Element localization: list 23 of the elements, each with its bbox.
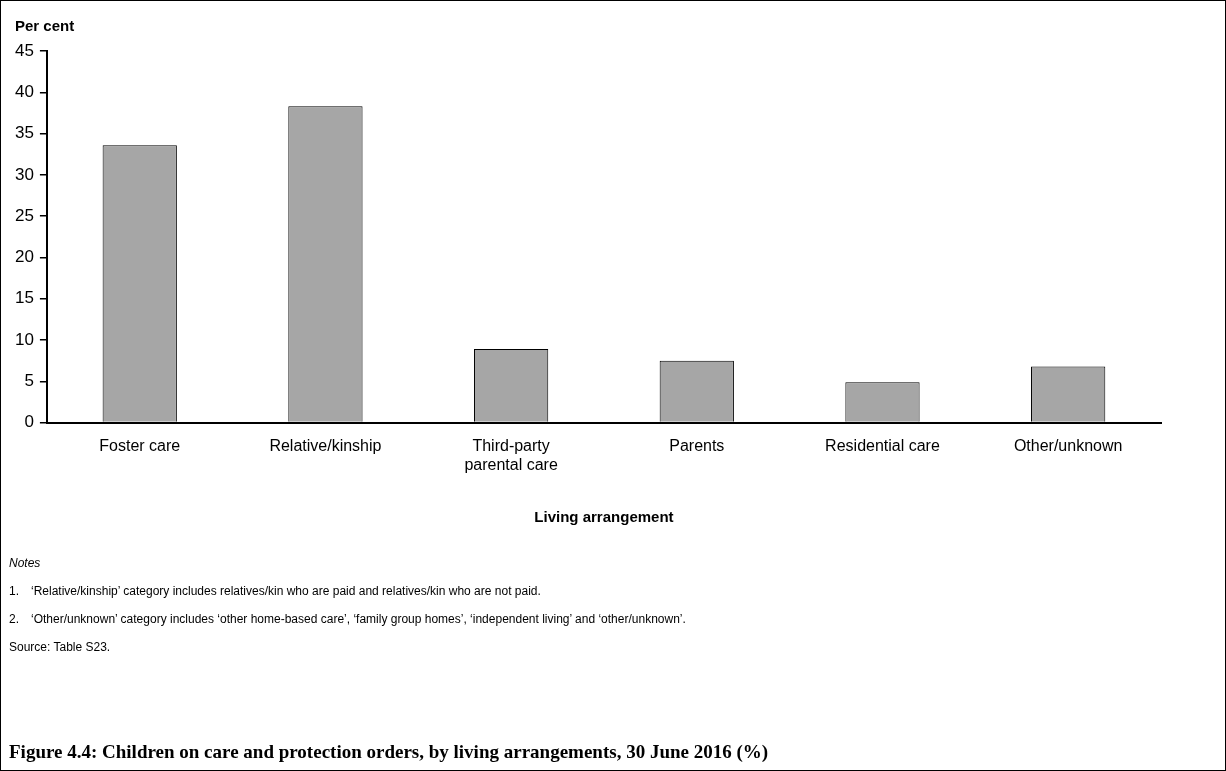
y-tick-label: 10 [14, 329, 34, 349]
text: Notes [9, 556, 42, 570]
x-tick-label: Relative/kinship [269, 436, 382, 454]
y-tick-label: 30 [14, 164, 34, 184]
y-tick-label: 40 [14, 81, 34, 101]
y-tick-label: 25 [14, 205, 34, 225]
y-axis-title: Per cent [15, 17, 75, 34]
text: Figure 4.4: Children on care and protection orders, by living arrangements, 30 June 2016 (%) [9, 741, 769, 763]
x-tick-label: Other/unknown [1013, 436, 1123, 454]
y-tick-label: 15 [14, 288, 34, 308]
source-note: Source: Table S23. [9, 640, 112, 654]
text: 1. ‘Relative/kinship’ category includes relatives/kin who are paid and relatives/kin who are not paid. [9, 584, 542, 598]
x-tick-label: Parents [669, 436, 725, 454]
x-tick-label: Third-party parental care [464, 436, 558, 473]
text: 2. ‘Other/unknown’ category includes ‘other home-based care’, ‘family group homes’, ‘independent living’ and ‘other/unknown’. [9, 612, 687, 626]
x-tick-label: Residential care [825, 436, 940, 454]
y-tick-label: 5 [24, 371, 34, 390]
x-axis-title: Living arrangement [534, 508, 674, 526]
y-tick-label: 35 [14, 123, 34, 143]
x-tick-label: Foster care [99, 436, 181, 454]
y-tick-label: 45 [14, 40, 34, 60]
y-tick-label: 20 [14, 247, 34, 267]
y-tick-label: 0 [24, 412, 34, 432]
